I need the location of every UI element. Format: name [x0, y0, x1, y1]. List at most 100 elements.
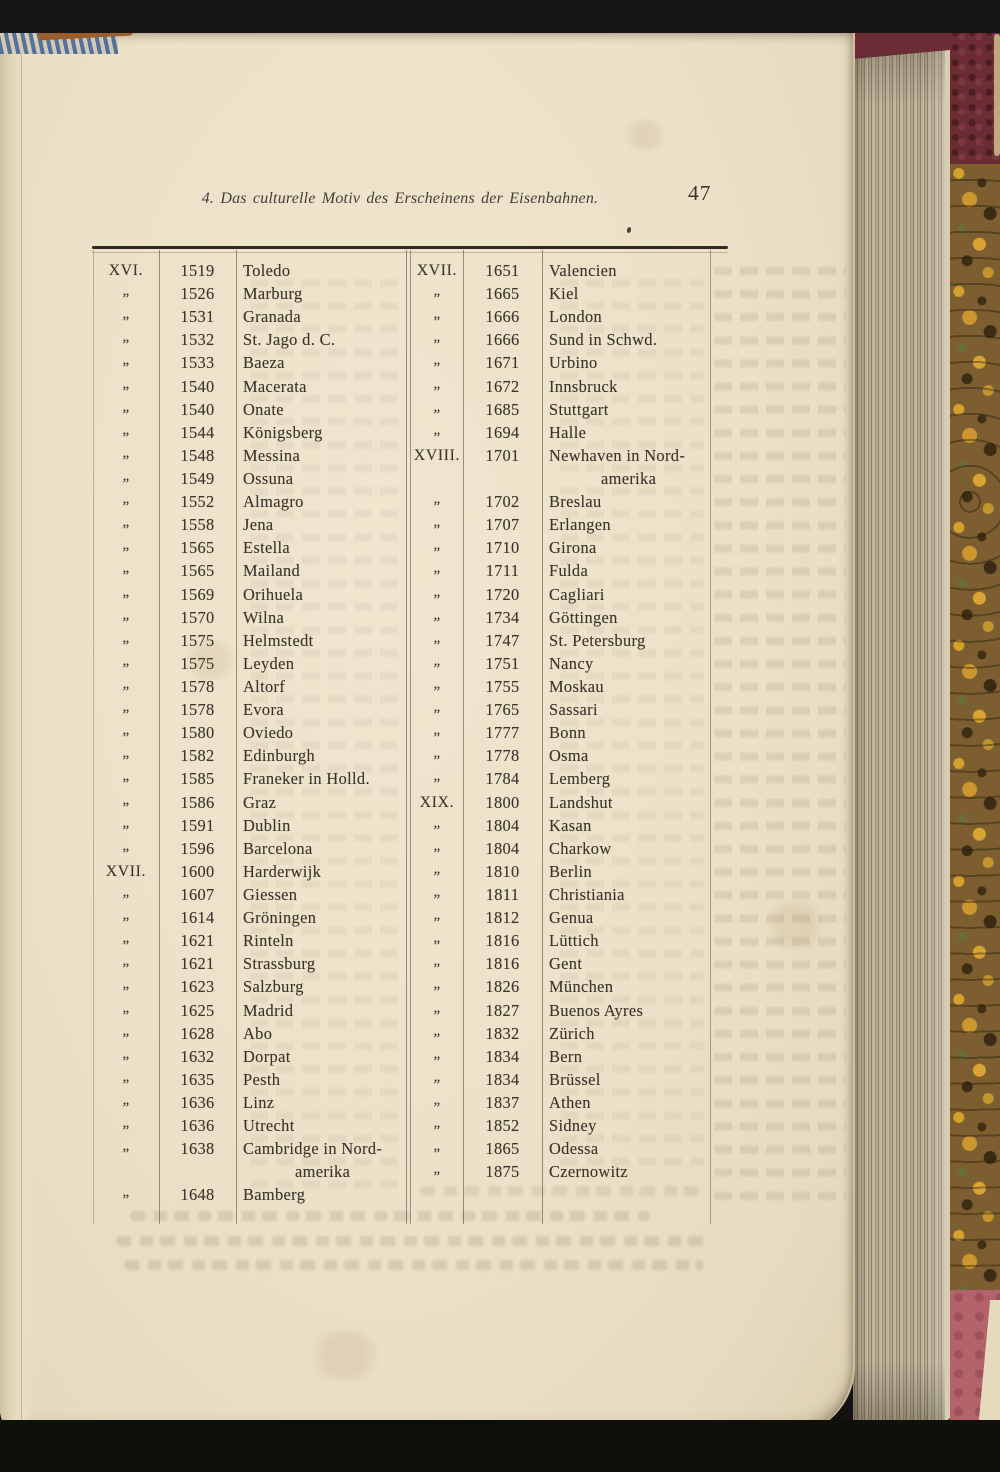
century-cell: „: [433, 606, 441, 623]
table-row: „ 1575 Leyden: [93, 652, 406, 675]
table-row: „ 1580 Oviedo: [93, 721, 406, 744]
table-rule: [159, 250, 160, 1224]
century-cell: „: [433, 491, 441, 508]
city-cell: Dorpat: [243, 1046, 291, 1066]
century-cell: „: [433, 560, 441, 577]
table-row: „ 1826 München: [411, 975, 710, 998]
table-row: „ 1531 Granada: [93, 305, 406, 328]
city-cell: Estella: [243, 538, 291, 558]
city-cell: Linz: [243, 1092, 275, 1112]
year-cell: 1671: [485, 353, 520, 373]
city-cell: Osma: [549, 746, 589, 766]
year-cell: 1811: [485, 884, 520, 904]
table-row: „ 1747 St. Petersburg: [411, 629, 710, 652]
table-row: „ 1621 Rinteln: [93, 929, 406, 952]
city-cell: Franeker in Holld.: [243, 769, 370, 789]
table-row: „ 1755 Moskau: [411, 675, 710, 698]
table-top-rule: [92, 246, 728, 250]
century-cell: „: [122, 722, 130, 739]
century-cell: „: [433, 837, 441, 854]
city-cell: Sidney: [549, 1116, 597, 1136]
table-row: „ 1625 Madrid: [93, 999, 406, 1022]
table-row: „ 1666 London: [411, 305, 710, 328]
city-cell: Granada: [243, 307, 301, 327]
city-cell-line2: amerika: [295, 1162, 351, 1182]
table-row: „ 1734 Göttingen: [411, 606, 710, 629]
table-row: „ 1533 Baeza: [93, 351, 406, 374]
city-cell: Toledo: [243, 261, 291, 280]
top-black-band: [0, 0, 1000, 33]
year-cell: 1804: [485, 838, 520, 858]
table-row: XVII. 1651 Valencien: [411, 259, 710, 282]
table-row: „ 1834 Bern: [411, 1045, 710, 1068]
year-cell: 1834: [485, 1046, 520, 1066]
city-cell: Marburg: [243, 284, 303, 304]
table-row: „ 1816 Gent: [411, 952, 710, 975]
city-cell: Gent: [549, 954, 583, 974]
paper-page: [0, 33, 855, 1436]
table-row: „ 1784 Lemberg: [411, 767, 710, 790]
year-cell: 1540: [180, 399, 215, 419]
century-cell: „: [433, 883, 441, 900]
century-cell: „: [433, 930, 441, 947]
table-rule: [93, 250, 94, 1224]
year-cell: 1580: [180, 723, 215, 743]
gutter-crease: [21, 40, 22, 1436]
year-cell: 1540: [180, 376, 215, 396]
city-cell: Girona: [549, 538, 597, 558]
city-cell: Göttingen: [549, 607, 618, 627]
city-cell: Ossuna: [243, 468, 294, 488]
city-cell: Athen: [549, 1092, 591, 1112]
year-cell: 1827: [485, 1000, 520, 1020]
year-cell: 1812: [485, 908, 520, 928]
city-cell: Helmstedt: [243, 630, 314, 650]
table-row: „ 1672 Innsbruck: [411, 375, 710, 398]
city-cell: Landshut: [549, 792, 613, 812]
year-cell: 1582: [180, 746, 215, 766]
city-cell: Sund in Schwd.: [549, 330, 658, 350]
century-cell: „: [122, 1022, 130, 1039]
year-cell: 1852: [485, 1116, 520, 1136]
century-cell: „: [122, 953, 130, 970]
city-cell: Lüttich: [549, 931, 599, 951]
year-cell: 1569: [180, 584, 215, 604]
table-row: „ 1804 Charkow: [411, 837, 710, 860]
cover-worn-corner: [994, 34, 1000, 156]
century-cell: „: [122, 883, 130, 900]
city-cell: Stuttgart: [549, 399, 609, 419]
table-row: „ 1777 Bonn: [411, 721, 710, 744]
year-cell: 1672: [485, 376, 520, 396]
century-cell: „: [122, 907, 130, 924]
year-cell: 1751: [485, 653, 520, 673]
year-cell: 1834: [485, 1069, 520, 1089]
table-row: „ 1607 Giessen: [93, 883, 406, 906]
century-cell: „: [433, 1045, 441, 1062]
page-stack-fore-edge: [853, 50, 950, 1446]
table-row: „ 1804 Kasan: [411, 814, 710, 837]
year-cell: 1632: [180, 1046, 215, 1066]
table-row: „ 1565 Mailand: [93, 559, 406, 582]
table-row: „ 1636 Linz: [93, 1091, 406, 1114]
city-cell: Dublin: [243, 815, 291, 835]
year-cell: 1548: [180, 445, 215, 465]
table-rule: [406, 250, 407, 1224]
city-cell: Pesth: [243, 1069, 281, 1089]
city-cell: Graz: [243, 792, 277, 812]
city-cell: Czernowitz: [549, 1162, 629, 1182]
table-row: „ 1827 Buenos Ayres: [411, 999, 710, 1022]
table-row: „ 1812 Genua: [411, 906, 710, 929]
table-row: „ 1632 Dorpat: [93, 1045, 406, 1068]
city-cell: Macerata: [243, 376, 307, 396]
century-cell: „: [122, 444, 130, 461]
century-cell: „: [122, 791, 130, 808]
century-cell: „: [122, 467, 130, 484]
century-cell: XVII.: [105, 862, 147, 880]
year-cell: 1585: [180, 769, 215, 789]
century-cell: „: [433, 999, 441, 1016]
century-cell: „: [122, 352, 130, 369]
city-cell: Wilna: [243, 607, 285, 627]
table-row: XVI. 1519 Toledo: [93, 259, 406, 282]
year-cell: 1816: [485, 931, 520, 951]
century-cell: „: [433, 699, 441, 716]
century-cell: „: [433, 814, 441, 831]
